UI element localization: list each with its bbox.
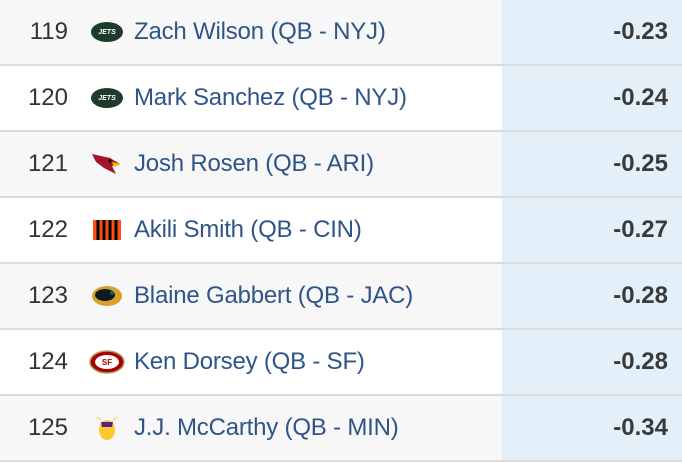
cardinals-logo-icon [88,150,126,178]
rank: 124 [27,348,68,375]
table-row: 122 Akili Smith (QB - CIN) -0.27 [0,198,682,264]
49ers-logo-icon: SF [88,348,126,376]
rank: 123 [27,282,68,309]
value-cell: -0.24 [502,66,682,130]
value-cell: -0.25 [502,132,682,196]
player-link[interactable]: Mark Sanchez (QB - NYJ) [134,84,407,111]
table-row: 125 J.J. McCarthy (QB - MIN) -0.34 [0,396,682,462]
jets-logo-icon: JETS [88,84,126,112]
jaguars-logo-icon [88,282,126,310]
rank: 121 [27,150,68,177]
svg-text:JETS: JETS [98,95,116,102]
rank: 119 [29,18,68,45]
jets-logo-icon: JETS [88,18,126,46]
svg-text:JETS: JETS [98,29,116,36]
vikings-logo-icon [88,414,126,442]
rank: 122 [27,216,68,243]
rank: 125 [27,414,68,441]
table-row: 121 Josh Rosen (QB - ARI) -0.25 [0,132,682,198]
value-cell: -0.28 [502,330,682,394]
table-row: 120 JETS Mark Sanchez (QB - NYJ) -0.24 [0,66,682,132]
rank: 120 [27,84,68,111]
bengals-logo-icon [88,216,126,244]
table-row: 119 JETS Zach Wilson (QB - NYJ) -0.23 [0,0,682,66]
value-cell: -0.28 [502,264,682,328]
player-link[interactable]: Akili Smith (QB - CIN) [134,216,362,243]
value-cell: -0.34 [502,396,682,460]
player-link[interactable]: Zach Wilson (QB - NYJ) [134,18,386,45]
player-link[interactable]: Blaine Gabbert (QB - JAC) [134,282,414,309]
table-row: 124 SF Ken Dorsey (QB - SF) -0.28 [0,330,682,396]
player-link[interactable]: Ken Dorsey (QB - SF) [134,348,365,375]
player-link[interactable]: J.J. McCarthy (QB - MIN) [134,414,399,441]
svg-text:SF: SF [102,358,112,367]
table-row: 123 Blaine Gabbert (QB - JAC) -0.28 [0,264,682,330]
value-cell: -0.23 [502,0,682,64]
player-link[interactable]: Josh Rosen (QB - ARI) [134,150,374,177]
value-cell: -0.27 [502,198,682,262]
